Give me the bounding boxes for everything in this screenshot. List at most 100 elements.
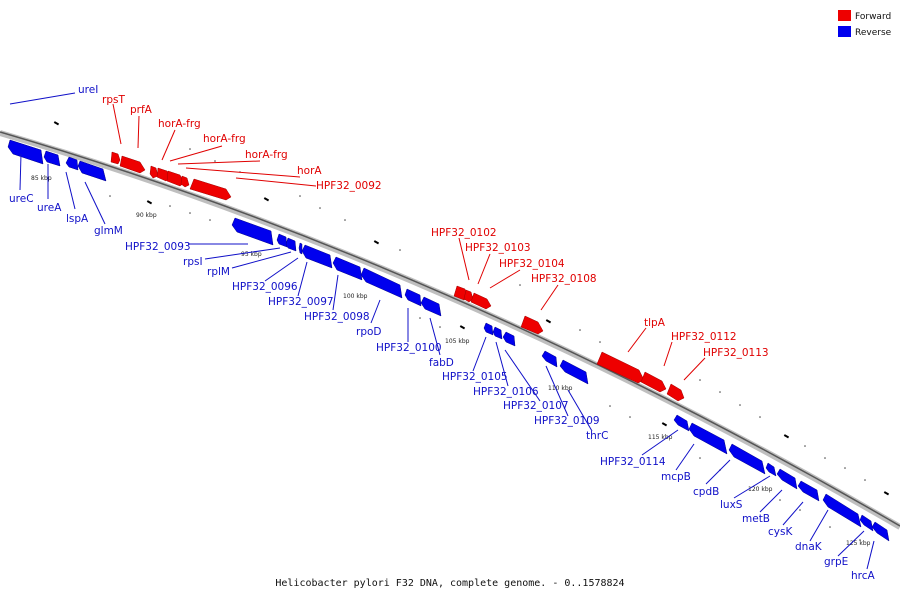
gene-dnaK[interactable] [822,493,862,528]
gene-cysK[interactable] [797,480,820,502]
gene-label[interactable]: HPF32_0103 [465,242,531,254]
gene-glmM[interactable] [77,160,107,182]
gene-HPF32_0113[interactable] [666,383,685,402]
gene-rpoD[interactable] [360,267,403,299]
gene-label[interactable]: rplM [207,266,230,278]
gene-label[interactable]: mcpB [661,471,691,483]
gene-mcpB[interactable] [688,422,728,455]
gene-label[interactable]: HPF32_0108 [531,273,597,285]
gene-label[interactable]: HPF32_0106 [473,386,539,398]
gene-label[interactable]: HPF32_0107 [503,400,569,412]
kbp-label: 90 kbp [136,212,157,219]
gene-HPF32_0112[interactable] [640,371,667,393]
gene-horA-frg-1[interactable] [149,165,159,179]
gene-HPF32_0114[interactable] [673,414,690,432]
gene-label[interactable]: HPF32_0104 [499,258,565,270]
gene-label[interactable]: HPF32_0098 [304,311,370,323]
gene-label[interactable]: HPF32_0096 [232,281,298,293]
gene-rpsT[interactable] [110,151,121,165]
gene-label[interactable]: HPF32_0114 [600,456,666,468]
gene-label[interactable]: HPF32_0113 [703,347,769,359]
gene-label[interactable]: thrC [586,430,608,442]
gene-label[interactable]: HPF32_0102 [431,227,497,239]
gene-label[interactable]: ureI [78,84,98,96]
gene-cpdB[interactable] [728,443,766,475]
gene-prfA[interactable] [119,155,146,174]
gene-label[interactable]: ureA [37,202,62,214]
kbp-label: 110 kbp [548,385,573,392]
reverse-leader-lines [9,92,875,570]
gene-rplM[interactable] [285,237,297,252]
gene-label[interactable]: HPF32_0097 [268,296,334,308]
gene-label[interactable]: hrcA [851,570,876,582]
gene-label[interactable]: HPF32_0112 [671,331,737,343]
gene-label[interactable]: glmM [94,225,123,237]
gene-HPF32_0103[interactable] [463,289,474,303]
gene-label[interactable]: luxS [720,499,743,511]
gene-label[interactable]: HPF32_0093 [125,241,191,253]
legend-reverse-swatch [838,26,851,37]
gene-hrcA[interactable] [871,521,890,542]
gene-label[interactable]: metB [742,513,770,525]
legend-reverse-label: Reverse [855,28,892,38]
gene-rpsI[interactable] [276,233,288,248]
gene-HPF32_0096[interactable] [298,242,303,255]
gene-label[interactable]: grpE [824,556,848,568]
gene-luxS[interactable] [765,462,777,477]
gene-ureC[interactable] [7,139,44,165]
gene-HPF32_0104[interactable] [470,292,492,310]
gene-HPF32_0100[interactable] [404,288,422,307]
gene-label[interactable]: HPF32_0100 [376,342,442,354]
gene-HPF32_0097[interactable] [301,244,333,269]
gene-grpE[interactable] [859,514,874,532]
scale-marks [53,121,890,541]
gene-label[interactable]: cysK [768,526,793,538]
gene-lspA[interactable] [65,156,79,171]
gene-label[interactable]: cpdB [693,486,719,498]
gene-label[interactable]: tlpA [644,317,666,329]
gene-HPF32_0093[interactable] [231,217,274,246]
gene-HPF32_0098[interactable] [332,256,363,281]
gene-label[interactable]: HPF32_0109 [534,415,600,427]
kbp-label: 120 kbp [748,486,773,493]
gene-HPF32_0105[interactable] [483,322,494,336]
gene-label[interactable]: dnaK [795,541,823,553]
gene-HPF32_0106[interactable] [492,326,503,340]
kbp-labels: 85 kbp 90 kbp 95 kbp 100 kbp 105 kbp 110… [31,175,871,547]
gene-label[interactable]: lspA [66,213,89,225]
gene-label[interactable]: fabD [429,357,454,369]
reverse-labels: ureI ureC ureA lspA glmM HPF32_0093 rpsI… [9,84,876,582]
kbp-label: 125 kbp [846,540,871,547]
forward-gene-glyphs [110,151,685,402]
gene-HPF32_0107[interactable] [502,331,516,347]
gene-label[interactable]: rpsT [102,94,125,106]
gene-ureA[interactable] [43,150,61,167]
forward-leader-lines [112,103,706,381]
gene-HPF32_0108[interactable] [520,315,544,335]
kbp-label: 115 kbp [648,434,673,441]
gene-label[interactable]: ureC [9,193,34,205]
gene-label[interactable]: prfA [130,104,153,116]
kbp-label: 105 kbp [445,338,470,345]
legend-forward-swatch [838,10,851,21]
genome-backbone [0,130,900,530]
gene-label[interactable]: HPF32_0105 [442,371,508,383]
gene-fabD[interactable] [420,296,442,317]
forward-labels: rpsT prfA horA-frg horA-frg horA-frg hor… [102,94,769,359]
gene-label[interactable]: HPF32_0092 [316,180,382,192]
gene-thrC[interactable] [559,359,589,385]
kbp-label: 100 kbp [343,293,368,300]
gene-label[interactable]: horA [297,165,322,177]
gene-label[interactable]: rpoD [356,326,382,338]
gene-metB[interactable] [776,468,798,490]
gene-label[interactable]: horA-frg [245,149,288,161]
gene-label[interactable]: rpsI [183,256,203,268]
gene-horA[interactable] [180,175,190,188]
gene-HPF32_0092[interactable] [189,178,232,201]
gene-HPF32_0109[interactable] [541,350,558,368]
gene-label[interactable]: horA-frg [203,133,246,145]
legend: Forward Reverse [838,10,892,38]
kbp-label: 95 kbp [241,251,262,258]
gene-label[interactable]: horA-frg [158,118,201,130]
